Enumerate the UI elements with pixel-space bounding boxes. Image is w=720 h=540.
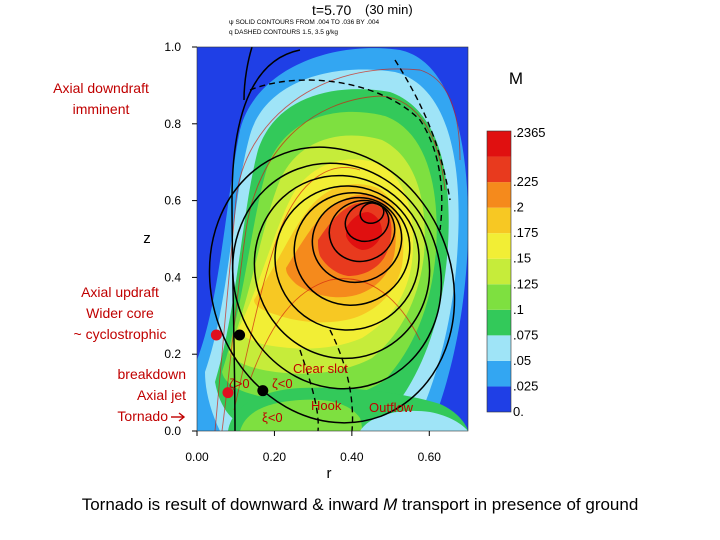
- q-dashed-contour-0: [214, 68, 461, 431]
- q-dashed-contour-black-3: [394, 59, 451, 201]
- annotation-updraft-line-3: ~ cyclostrophic: [73, 326, 167, 342]
- colorbar-swatch-8: [487, 182, 511, 208]
- annotation-breakdown-line-3: Tornado: [60, 406, 186, 427]
- annotation-downdraft: Axial downdraft imminent: [40, 78, 162, 120]
- q-dashed-contour-black-0: [249, 79, 443, 231]
- colorbar-swatch-0: [487, 386, 511, 412]
- colorbar-swatch-2: [487, 335, 511, 361]
- caption-emphasis: M: [383, 495, 398, 514]
- y-tick-label-5: 1.0: [164, 40, 181, 54]
- caption-pre: Tornado is result of downward & inward: [81, 495, 384, 514]
- annotation-downdraft-line-2: imminent: [72, 101, 130, 117]
- q-dashed-contour-1: [221, 95, 446, 431]
- y-tick-label-3: 0.6: [164, 194, 181, 208]
- colorbar-level-9: .225: [513, 174, 538, 189]
- y-tick-label-4: 0.8: [164, 117, 181, 131]
- colorbar-swatch-4: [487, 284, 511, 310]
- q-dashed-contour-black-1: [329, 329, 354, 431]
- colorbar-level-10: .2365: [513, 125, 546, 140]
- chart-title: t=5.70: [312, 2, 352, 18]
- marker-red-2: [222, 387, 234, 399]
- marker-black-3: [257, 385, 269, 397]
- header-line-1: ψ SOLID CONTOURS FROM .004 TO .036 BY .0…: [229, 19, 379, 26]
- label-zeta-positive: ζ>0: [229, 376, 250, 391]
- figure-caption: Tornado is result of downward & inward M…: [0, 495, 720, 515]
- annotation-updraft-line-2: Wider core: [86, 305, 154, 321]
- psi-contour-7: [231, 162, 443, 390]
- marker-black-1: [234, 329, 246, 341]
- label-xi-negative: ξ<0: [262, 410, 283, 425]
- psi-contour-0: [359, 201, 385, 225]
- right-arrow-icon: [171, 412, 186, 422]
- x-tick-label-0: 0.00: [185, 450, 209, 464]
- caption-post: transport in presence of ground: [397, 495, 639, 514]
- label-clear-slot: Clear slot: [293, 361, 348, 376]
- psi-contour-6: [253, 174, 431, 360]
- annotation-downdraft-line-1: Axial downdraft: [53, 80, 149, 96]
- y-axis-label: z: [143, 230, 151, 247]
- psi-solid-contours: [208, 47, 456, 431]
- psi-contour-4: [293, 192, 411, 306]
- colorbar-level-0: 0.: [513, 404, 524, 419]
- colorbar-level-8: .2: [513, 200, 524, 215]
- x-tick-label-1: 0.20: [263, 450, 287, 464]
- psi-contour-8: [208, 146, 456, 424]
- colorbar-swatch-7: [487, 207, 511, 234]
- annotation-breakdown: breakdown Axial jet Tornado: [60, 364, 186, 427]
- colorbar-swatch-1: [487, 360, 511, 387]
- x-tick-label-3: 0.60: [418, 450, 442, 464]
- psi-contour-5: [274, 185, 420, 331]
- markers: [210, 329, 269, 399]
- colorbar-level-1: .025: [513, 378, 538, 393]
- colorbar-swatch-6: [487, 233, 511, 259]
- psi-contour-1: [344, 201, 390, 243]
- axes: 0.00 0.20 0.40 0.60 0.0 0.2 0.4 0.6 0.8 1.0: [164, 40, 441, 464]
- y-tick-label-2: 0.4: [164, 270, 181, 284]
- m-contour-band-surface-inner: [240, 399, 362, 431]
- y-tick-label-1: 0.2: [164, 347, 181, 361]
- annotation-updraft: Axial updraft Wider core ~ cyclostrophic: [55, 282, 185, 345]
- psi-contour-2: [328, 199, 396, 263]
- colorbar-swatch-10: [487, 131, 511, 157]
- y-tick-label-0: 0.0: [164, 424, 181, 438]
- chart-time-note: (30 min): [365, 2, 413, 17]
- psi-contour-outer-0: [231, 49, 301, 431]
- header-line-2: q DASHED CONTOURS 1.5, 3.5 g/kg: [229, 29, 338, 36]
- colorbar-level-3: .075: [513, 327, 538, 342]
- x-axis-label: r: [327, 465, 332, 482]
- colorbar-level-7: .175: [513, 225, 538, 240]
- q-dashed-contour-black-2: [299, 349, 319, 431]
- x-tick-label-2: 0.40: [340, 450, 364, 464]
- psi-contour-3: [311, 196, 403, 284]
- label-outflow: Outflow: [369, 400, 414, 415]
- colorbar-swatch-9: [487, 156, 511, 183]
- psi-contour-outer-1: [243, 47, 253, 101]
- colorbar-frame: [486, 130, 512, 413]
- m-contour-band-surface-right: [360, 410, 468, 431]
- colorbar-swatch-5: [487, 258, 511, 285]
- marker-red-0: [210, 329, 222, 341]
- colorbar-title: M: [509, 69, 523, 88]
- annotation-breakdown-line-2: Axial jet: [136, 387, 186, 403]
- label-hook: Hook: [311, 398, 342, 413]
- annotation-updraft-line-1: Axial updraft: [81, 284, 159, 300]
- colorbar-level-6: .15: [513, 251, 531, 266]
- label-zeta-negative: ζ<0: [272, 376, 293, 391]
- annotation-breakdown-line-1: breakdown: [117, 366, 187, 382]
- colorbar-level-2: .05: [513, 353, 531, 368]
- colorbar-level-4: .1: [513, 302, 524, 317]
- colorbar: 0. .025 .05 .075 .1 .125 .15 .175 .2 .225 .2365: [486, 125, 546, 419]
- colorbar-level-5: .125: [513, 276, 538, 291]
- colorbar-swatch-3: [487, 309, 511, 336]
- annotation-breakdown-tornado: Tornado: [117, 408, 168, 424]
